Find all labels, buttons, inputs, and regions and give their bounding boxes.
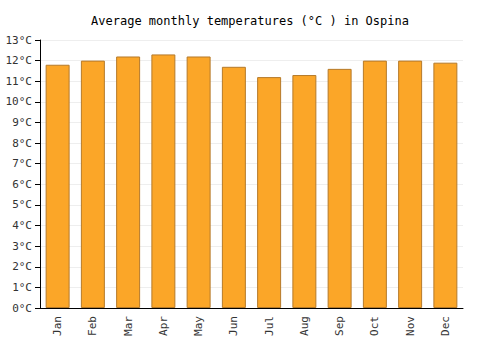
svg-text:2°C: 2°C: [12, 260, 32, 273]
svg-text:Dec: Dec: [439, 316, 452, 336]
svg-text:1°C: 1°C: [12, 281, 32, 294]
svg-text:0°C: 0°C: [12, 302, 32, 315]
svg-text:Feb: Feb: [86, 316, 99, 336]
svg-text:Mar: Mar: [122, 316, 135, 336]
svg-text:5°C: 5°C: [12, 198, 32, 211]
svg-text:Jul: Jul: [263, 316, 276, 336]
svg-text:Average monthly temperatures (: Average monthly temperatures (°C ) in Os…: [91, 14, 409, 28]
svg-text:Jun: Jun: [227, 316, 240, 336]
svg-text:4°C: 4°C: [12, 219, 32, 232]
svg-text:Oct: Oct: [368, 316, 381, 336]
svg-text:Aug: Aug: [298, 316, 311, 336]
svg-text:12°C: 12°C: [6, 54, 33, 67]
svg-text:Nov: Nov: [404, 316, 417, 336]
svg-text:May: May: [192, 316, 205, 336]
svg-text:Apr: Apr: [157, 316, 170, 336]
svg-text:13°C: 13°C: [6, 34, 33, 47]
svg-text:6°C: 6°C: [12, 178, 32, 191]
svg-text:3°C: 3°C: [12, 240, 32, 253]
svg-text:Jan: Jan: [51, 316, 64, 336]
svg-text:9°C: 9°C: [12, 116, 32, 129]
svg-text:10°C: 10°C: [6, 95, 33, 108]
svg-text:8°C: 8°C: [12, 137, 32, 150]
svg-text:7°C: 7°C: [12, 157, 32, 170]
svg-text:Sep: Sep: [333, 316, 346, 336]
svg-text:11°C: 11°C: [6, 75, 33, 88]
